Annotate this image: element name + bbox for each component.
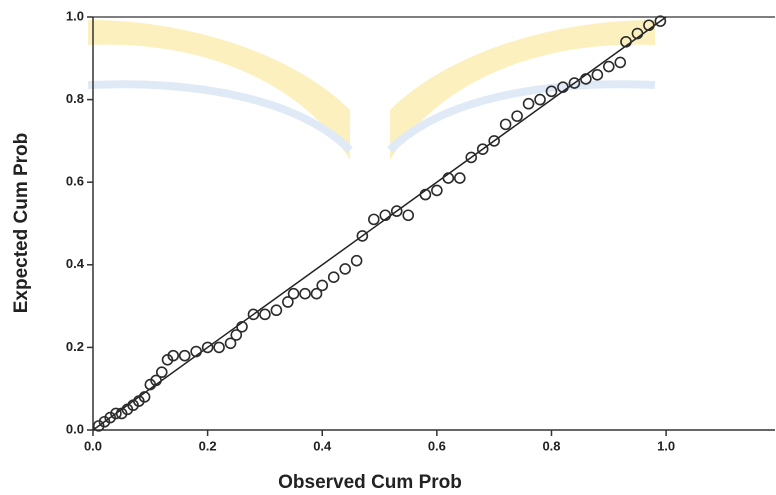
- point: [316, 279, 329, 292]
- point: [167, 349, 180, 362]
- point: [213, 341, 225, 354]
- y-tick-label: 0.6: [66, 174, 84, 189]
- x-tick-label: 0.0: [84, 438, 102, 453]
- point: [545, 85, 558, 98]
- point: [534, 93, 546, 106]
- y-tick-label: 0.2: [66, 339, 84, 354]
- x-tick-label: 0.4: [313, 438, 332, 453]
- point: [247, 308, 260, 321]
- watermark: [87, 20, 656, 160]
- point: [499, 118, 512, 131]
- y-tick-label: 1.0: [66, 8, 84, 23]
- point: [327, 271, 340, 283]
- point: [368, 213, 380, 226]
- point: [431, 184, 443, 197]
- point: [259, 308, 271, 321]
- point: [511, 110, 523, 122]
- point: [476, 143, 489, 155]
- y-tick-label: 0.4: [66, 256, 85, 271]
- point: [356, 230, 369, 242]
- y-axis-title: Expected Cum Prob: [11, 133, 32, 314]
- point: [379, 209, 392, 222]
- point: [591, 69, 604, 81]
- point: [230, 329, 243, 341]
- point: [190, 345, 202, 358]
- point: [580, 73, 592, 85]
- point: [602, 60, 615, 73]
- y-tick-label: 0.0: [66, 421, 84, 436]
- point: [654, 15, 667, 27]
- point: [310, 287, 323, 300]
- point: [453, 172, 466, 184]
- point: [643, 19, 655, 32]
- point: [224, 337, 237, 350]
- point: [236, 320, 248, 333]
- point: [282, 296, 294, 308]
- point: [442, 172, 455, 184]
- point: [155, 366, 168, 378]
- point: [568, 77, 581, 89]
- point: [402, 209, 415, 222]
- point: [339, 263, 351, 275]
- point: [138, 391, 151, 403]
- x-tick-label: 0.6: [428, 438, 446, 453]
- x-axis-title: Observed Cum Prob: [278, 472, 462, 493]
- point: [270, 304, 283, 317]
- y-tick-label: 0.8: [66, 91, 84, 106]
- point: [350, 254, 363, 267]
- point: [557, 81, 569, 94]
- point: [150, 374, 162, 387]
- point: [201, 341, 214, 354]
- x-tick-label: 0.2: [199, 438, 217, 453]
- x-tick-label: 0.8: [542, 438, 560, 453]
- point: [465, 151, 478, 164]
- point: [299, 287, 311, 300]
- point: [614, 56, 627, 69]
- point: [390, 205, 403, 217]
- point: [488, 135, 500, 147]
- point: [522, 97, 535, 110]
- point: [419, 188, 432, 201]
- point: [178, 349, 191, 362]
- point: [620, 35, 632, 48]
- point: [110, 407, 122, 420]
- point: [287, 287, 300, 300]
- point: [631, 27, 644, 40]
- x-tick-label: 1.0: [657, 438, 675, 453]
